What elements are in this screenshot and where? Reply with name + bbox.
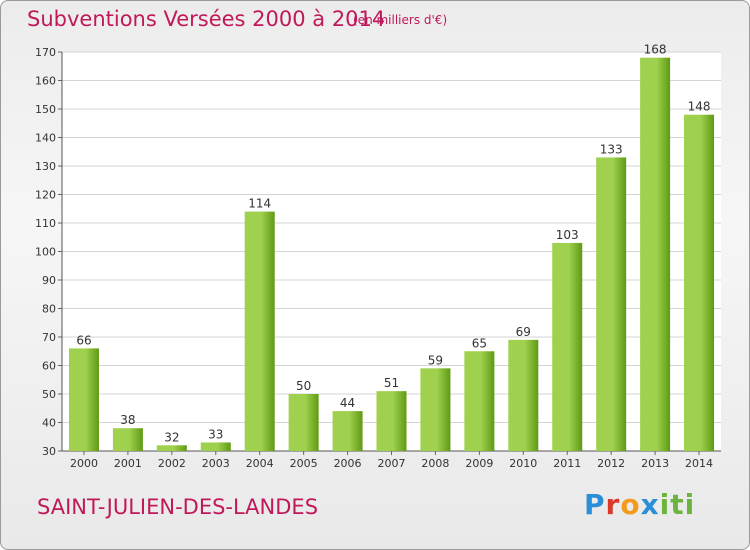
bars (68, 57, 715, 451)
data-label: 133 (600, 142, 623, 156)
bar (376, 391, 407, 451)
data-label: 44 (340, 396, 355, 410)
bar (596, 157, 627, 451)
data-label: 103 (556, 228, 579, 242)
data-label: 51 (384, 376, 399, 390)
bar (288, 394, 319, 451)
bar (244, 211, 275, 451)
x-tick-label: 2000 (70, 457, 98, 470)
bar (112, 428, 143, 451)
y-tick-label: 110 (35, 217, 56, 230)
x-tick-label: 2003 (202, 457, 230, 470)
data-label: 148 (688, 100, 711, 114)
data-label: 50 (296, 379, 311, 393)
x-tick-label: 2013 (641, 457, 669, 470)
y-tick-label: 100 (35, 246, 56, 259)
y-tick-label: 50 (42, 388, 56, 401)
y-tick-label: 60 (42, 360, 56, 373)
x-tick-label: 2004 (246, 457, 274, 470)
y-tick-label: 170 (35, 46, 56, 59)
bar (508, 339, 539, 451)
bar (464, 351, 495, 451)
bar (156, 445, 187, 451)
bar (684, 114, 715, 451)
y-tick-label: 140 (35, 132, 56, 145)
chart-title: Subventions Versées 2000 à 2014 (27, 7, 386, 31)
data-label: 65 (472, 336, 487, 350)
x-tick-label: 2009 (465, 457, 493, 470)
data-label: 66 (76, 333, 91, 347)
logo-letter: P (584, 488, 606, 521)
data-label: 32 (164, 430, 179, 444)
x-tick-label: 2014 (685, 457, 713, 470)
bar (68, 348, 99, 451)
y-tick-label: 30 (42, 445, 56, 458)
bar (200, 442, 231, 451)
y-tick-label: 90 (42, 274, 56, 287)
logo-letter: o (620, 488, 641, 521)
y-tick-label: 40 (42, 417, 56, 430)
data-label: 38 (120, 413, 135, 427)
x-tick-label: 2002 (158, 457, 186, 470)
chart-subtitle: (en milliers d'€) (353, 13, 448, 27)
logo-letter: r (605, 488, 621, 521)
place-name: SAINT-JULIEN-DES-LANDES (37, 495, 319, 519)
data-label: 69 (516, 325, 531, 339)
data-label: 33 (208, 427, 223, 441)
y-tick-label: 160 (35, 75, 56, 88)
labels: 66 38 32 33 114 50 44 51 59 65 69 103 133 168 148 (76, 43, 710, 445)
bar (332, 411, 363, 451)
logo-letter: i (659, 488, 671, 521)
x-tick-label: 2008 (421, 457, 449, 470)
data-label: 168 (644, 43, 667, 57)
bar (552, 242, 583, 451)
data-label: 59 (428, 353, 443, 367)
data-label: 114 (248, 197, 271, 211)
x-tick-label: 2006 (334, 457, 362, 470)
y-tick-label: 70 (42, 331, 56, 344)
logo-letter: x (640, 488, 660, 521)
x-tick-label: 2007 (378, 457, 406, 470)
bar (420, 368, 451, 451)
x-tick-label: 2005 (290, 457, 318, 470)
y-tick-label: 80 (42, 303, 56, 316)
x-tick-label: 2011 (553, 457, 581, 470)
x-tick-label: 2001 (114, 457, 142, 470)
bar (640, 57, 671, 451)
logo-letter: ti (670, 488, 696, 521)
y-tick-label: 150 (35, 103, 56, 116)
proxiti-logo: Proxiti (584, 488, 695, 521)
y-tick-label: 130 (35, 160, 56, 173)
x-tick-label: 2010 (509, 457, 537, 470)
x-tick-label: 2012 (597, 457, 625, 470)
y-tick-label: 120 (35, 189, 56, 202)
